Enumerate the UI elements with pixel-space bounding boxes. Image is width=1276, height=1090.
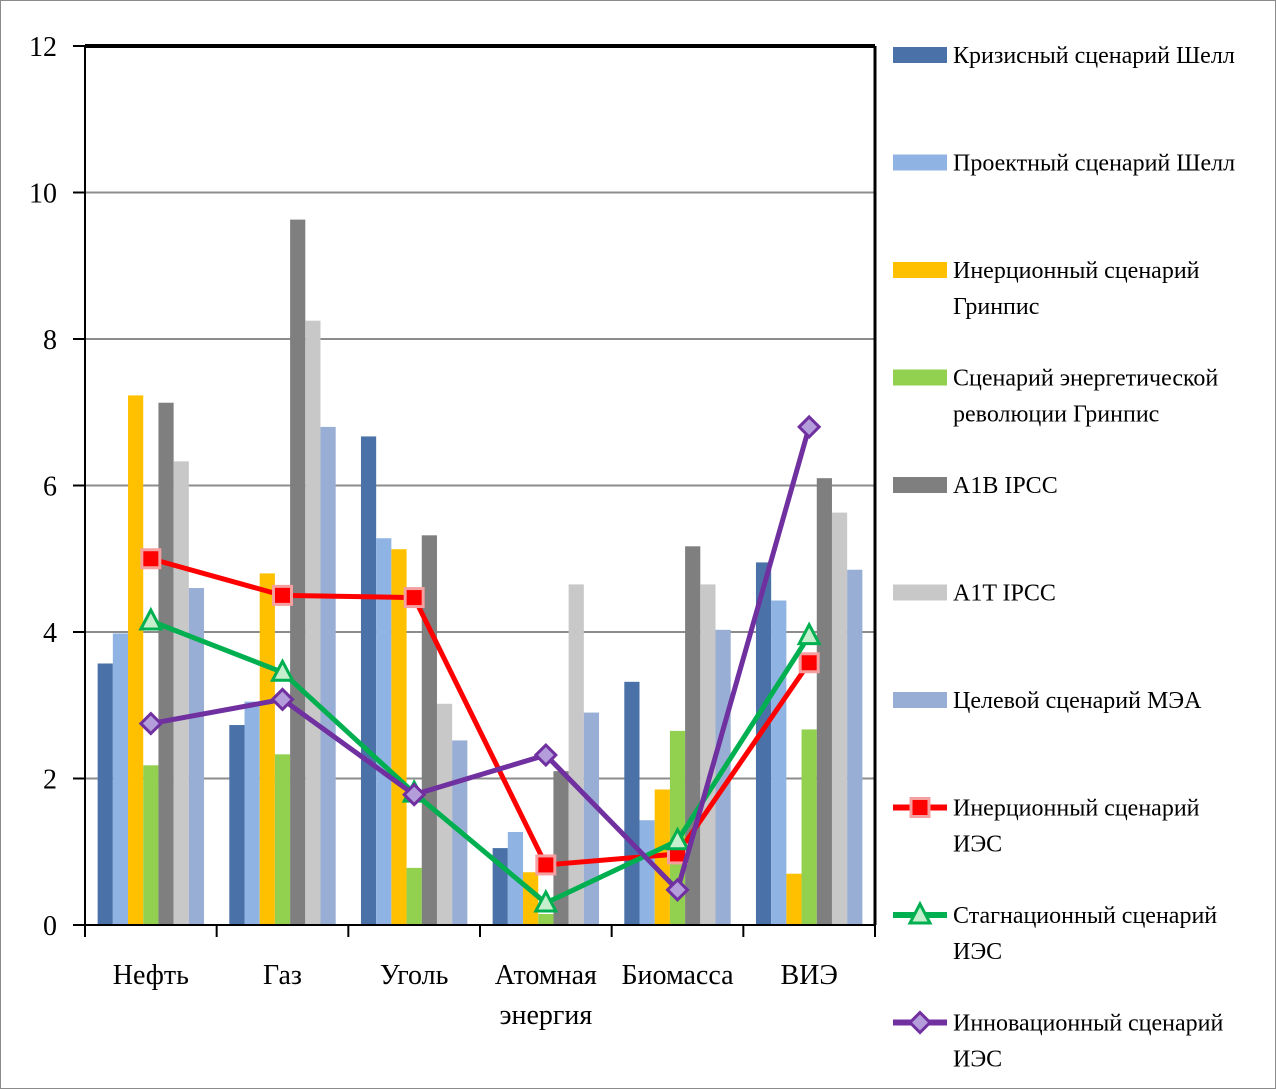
legend-label: Инерционный сценарий xyxy=(953,796,1200,822)
y-tick-label: 0 xyxy=(43,911,57,942)
series-line xyxy=(150,556,812,868)
y-tick-label: 8 xyxy=(43,325,57,356)
legend-label: ИЭС xyxy=(953,832,1002,858)
bar xyxy=(128,395,144,926)
bar-layer xyxy=(97,219,863,926)
bar xyxy=(188,588,205,925)
legend-label: революции Гринпис xyxy=(953,402,1159,428)
line-marker xyxy=(138,711,163,736)
x-tick-label: Уголь xyxy=(380,960,449,991)
x-tick-label: ВИЭ xyxy=(780,960,837,991)
legend-swatch xyxy=(893,47,947,63)
bar xyxy=(624,681,640,925)
bar xyxy=(755,562,772,925)
bar xyxy=(583,712,600,925)
y-tick-label: 12 xyxy=(29,32,57,63)
bar xyxy=(847,569,863,925)
bar xyxy=(816,478,832,925)
bar xyxy=(97,663,113,925)
legend-swatch xyxy=(893,262,947,278)
y-tick-label: 6 xyxy=(43,472,57,503)
x-tick-label: Атомная xyxy=(495,960,597,991)
line-marker xyxy=(798,652,820,674)
bar xyxy=(143,765,159,925)
legend-label: Проектный сценарий Шелл xyxy=(953,151,1235,177)
legend-swatch xyxy=(893,154,947,171)
legend-label: A1T IPCC xyxy=(953,581,1056,607)
bar xyxy=(244,701,260,925)
bar xyxy=(715,629,731,925)
bar xyxy=(786,873,802,925)
bar xyxy=(538,914,554,925)
bar xyxy=(568,584,584,925)
legend: Кризисный сценарий Шелл Проектный сценари… xyxy=(893,43,1235,1073)
line-marker xyxy=(403,587,425,609)
legend-label: Сценарий энергетической xyxy=(953,366,1218,392)
x-tick-label: Нефть xyxy=(113,960,189,991)
bar xyxy=(305,320,321,925)
line-marker xyxy=(533,742,558,768)
line-marker xyxy=(665,877,690,902)
series-line xyxy=(150,426,812,893)
line-marker xyxy=(907,1010,933,1035)
line-marker xyxy=(272,584,293,606)
bar xyxy=(406,867,422,925)
legend-label: Инерционный сценарий xyxy=(953,258,1200,284)
line-marker xyxy=(270,658,295,682)
line-marker xyxy=(270,687,295,712)
bar xyxy=(801,729,817,925)
bar xyxy=(523,872,539,925)
line-marker xyxy=(796,621,822,646)
bar xyxy=(831,512,848,925)
bar xyxy=(700,584,716,925)
bar xyxy=(436,703,453,925)
line-marker xyxy=(665,826,690,851)
bar xyxy=(376,538,392,925)
legend-label: Стагнационный сценарий xyxy=(953,903,1217,929)
line-marker xyxy=(533,888,559,913)
legend-swatch xyxy=(893,692,947,708)
bar xyxy=(290,219,306,926)
legend-label: Целевой сценарий МЭА xyxy=(953,688,1202,714)
bar xyxy=(274,754,291,925)
bar xyxy=(158,402,174,925)
legend-label: Гринпис xyxy=(953,294,1039,320)
bar xyxy=(639,820,655,925)
line-marker xyxy=(535,854,557,876)
bar xyxy=(685,546,701,925)
bar xyxy=(229,725,245,925)
legend-label: ИЭС xyxy=(953,939,1002,965)
legend-swatch xyxy=(893,584,947,601)
line-marker xyxy=(797,414,822,440)
line-marker xyxy=(909,797,931,818)
bar xyxy=(771,600,787,925)
bar xyxy=(391,549,407,925)
bar xyxy=(259,573,275,925)
y-tick-label: 4 xyxy=(43,618,57,649)
y-tick-label: 2 xyxy=(43,765,57,796)
line-marker xyxy=(140,548,162,570)
y-tick-label: 10 xyxy=(29,179,57,210)
legend-label: Кризисный сценарий Шелл xyxy=(953,43,1235,69)
legend-label: ИЭС xyxy=(953,1047,1002,1073)
bar xyxy=(112,633,129,925)
bar xyxy=(360,436,377,925)
line-layer xyxy=(138,414,822,913)
legend-swatch xyxy=(893,477,947,493)
bar xyxy=(173,461,189,925)
bar xyxy=(320,426,336,925)
legend-label: Инновационный сценарий xyxy=(953,1011,1224,1037)
x-tick-label: Газ xyxy=(263,960,302,991)
x-tick-label: энергия xyxy=(499,1000,592,1031)
legend-swatch xyxy=(893,369,947,386)
line-marker xyxy=(907,900,933,925)
line-marker xyxy=(402,782,427,807)
axis-layer: 0 2 4 6 8 10 12 Нефть Газ Уголь Атомная энергия Биом… xyxy=(29,32,877,1031)
legend-label: A1B IPCC xyxy=(953,473,1058,499)
x-tick-label: Биомасса xyxy=(621,960,734,991)
bar xyxy=(553,771,569,925)
line-marker xyxy=(138,606,164,631)
